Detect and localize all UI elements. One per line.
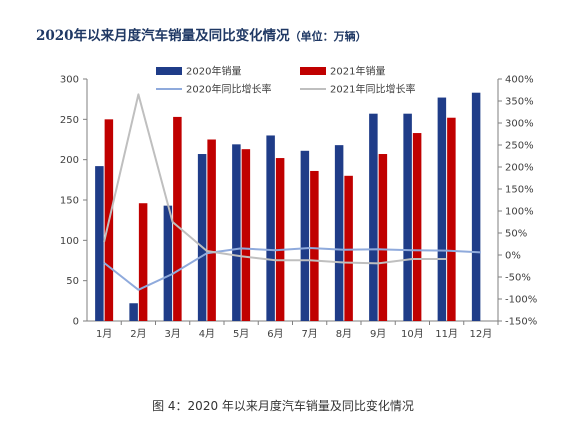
bar-2020 <box>437 97 447 321</box>
right-axis-tick-label: 100% <box>505 207 534 218</box>
right-axis-tick-label: 200% <box>505 163 534 174</box>
left-axis-tick-label: 0 <box>73 317 79 328</box>
x-axis-tick-label: 5月 <box>233 328 249 340</box>
x-axis-tick-label: 4月 <box>199 328 215 340</box>
bar-2020 <box>471 92 481 321</box>
bar-2020 <box>334 145 344 321</box>
bar-2021 <box>207 139 216 321</box>
x-axis-tick-label: 6月 <box>267 328 283 340</box>
bar-2021 <box>344 175 353 321</box>
right-axis-tick-label: 0% <box>505 251 521 262</box>
legend-label: 2020年销量 <box>186 65 241 78</box>
chart-title-unit: （单位：万辆） <box>289 30 367 43</box>
right-axis-tick-label: 50% <box>505 229 527 240</box>
x-axis-tick-label: 7月 <box>301 328 317 340</box>
line-2021-growth <box>103 93 447 265</box>
bar-2021 <box>275 158 285 321</box>
bar-2021 <box>241 149 251 321</box>
right-axis-tick-label: 250% <box>505 141 534 152</box>
line-2020-growth <box>103 247 481 291</box>
x-axis-tick-label: 1月 <box>96 328 112 340</box>
bar-2021 <box>310 170 319 321</box>
bar-2020 <box>163 205 173 321</box>
left-axis-tick-label: 250 <box>60 115 79 126</box>
right-axis-tick-label: 150% <box>505 185 534 196</box>
bar-2021 <box>173 116 182 321</box>
legend-swatch <box>300 67 326 75</box>
bar-2020 <box>232 144 241 321</box>
bar-2020 <box>403 113 412 321</box>
right-axis-tick-label: 300% <box>505 119 534 130</box>
x-axis-tick-label: 3月 <box>164 328 180 340</box>
legend-label: 2020年同比增长率 <box>186 83 271 96</box>
x-axis-tick-label: 11月 <box>435 328 458 340</box>
right-axis-tick-label: -50% <box>505 273 531 284</box>
bar-2021 <box>378 154 388 321</box>
left-axis-tick-label: 150 <box>60 196 79 207</box>
bar-2020 <box>300 150 310 321</box>
legend-label: 2021年销量 <box>330 65 385 78</box>
bar-2021 <box>412 133 422 321</box>
x-axis-tick-label: 10月 <box>401 328 424 340</box>
chart-title-main: 2020年以来月度汽车销量及同比变化情况 <box>36 28 290 44</box>
x-axis-tick-label: 8月 <box>336 328 352 340</box>
left-axis-tick-label: 100 <box>60 236 79 247</box>
legend-swatch <box>156 67 182 75</box>
left-axis-tick-label: 50 <box>66 276 79 287</box>
left-axis-tick-label: 300 <box>60 75 79 86</box>
legend-label: 2021年同比增长率 <box>330 83 415 96</box>
bar-2020 <box>369 113 378 321</box>
right-axis-tick-label: 350% <box>505 97 534 108</box>
bar-2020 <box>266 135 275 321</box>
right-axis-tick-label: 400% <box>505 75 534 86</box>
bar-2020 <box>197 154 207 321</box>
left-axis-tick-label: 200 <box>60 155 79 166</box>
x-axis-tick-label: 12月 <box>470 328 493 340</box>
bar-2021 <box>138 203 148 321</box>
bar-2020 <box>129 303 138 321</box>
right-axis-tick-label: -150% <box>505 317 537 328</box>
bar-2020 <box>95 166 104 321</box>
bar-2021 <box>447 117 456 321</box>
x-axis-tick-label: 9月 <box>370 328 386 340</box>
chart-title: 2020年以来月度汽车销量及同比变化情况（单位：万辆） <box>36 24 367 44</box>
figure-caption: 图 4：2020 年以来月度汽车销量及同比变化情况 <box>152 399 414 413</box>
right-axis-tick-label: -100% <box>505 295 537 306</box>
x-axis-tick-label: 2月 <box>130 328 146 340</box>
